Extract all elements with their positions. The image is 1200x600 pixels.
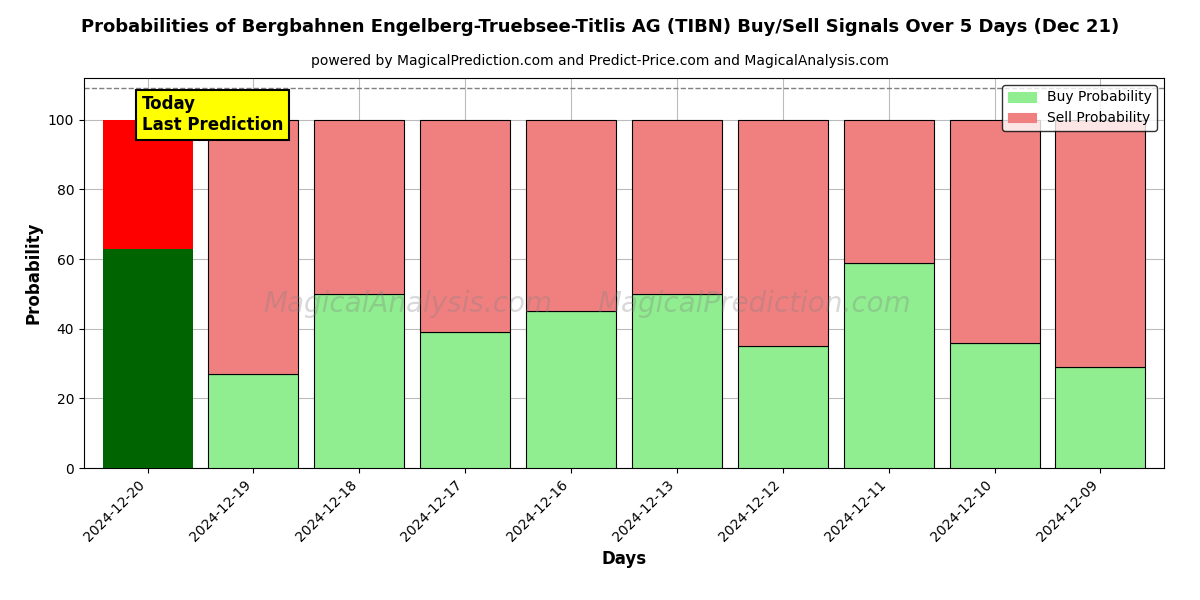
Bar [1056, 120, 1146, 367]
Bar [949, 120, 1039, 343]
Bar [1056, 367, 1146, 468]
Text: powered by MagicalPrediction.com and Predict-Price.com and MagicalAnalysis.com: powered by MagicalPrediction.com and Pre… [311, 54, 889, 68]
Bar [526, 120, 616, 311]
Text: MagicalAnalysis.com: MagicalAnalysis.com [264, 290, 552, 318]
Bar [738, 120, 828, 346]
X-axis label: Days: Days [601, 550, 647, 568]
Bar [632, 294, 722, 468]
Bar [526, 311, 616, 468]
Bar [420, 332, 510, 468]
Bar [102, 120, 192, 248]
Bar [209, 120, 299, 374]
Bar [420, 120, 510, 332]
Bar [102, 248, 192, 468]
Text: MagicalPrediction.com: MagicalPrediction.com [596, 290, 911, 318]
Bar [844, 263, 934, 468]
Bar [314, 294, 404, 468]
Bar [949, 343, 1039, 468]
Bar [844, 120, 934, 263]
Legend: Buy Probability, Sell Probability: Buy Probability, Sell Probability [1002, 85, 1157, 131]
Bar [314, 120, 404, 294]
Y-axis label: Probability: Probability [24, 222, 42, 324]
Bar [632, 120, 722, 294]
Text: Today
Last Prediction: Today Last Prediction [143, 95, 283, 134]
Bar [738, 346, 828, 468]
Bar [209, 374, 299, 468]
Text: Probabilities of Bergbahnen Engelberg-Truebsee-Titlis AG (TIBN) Buy/Sell Signals: Probabilities of Bergbahnen Engelberg-Tr… [80, 18, 1120, 36]
